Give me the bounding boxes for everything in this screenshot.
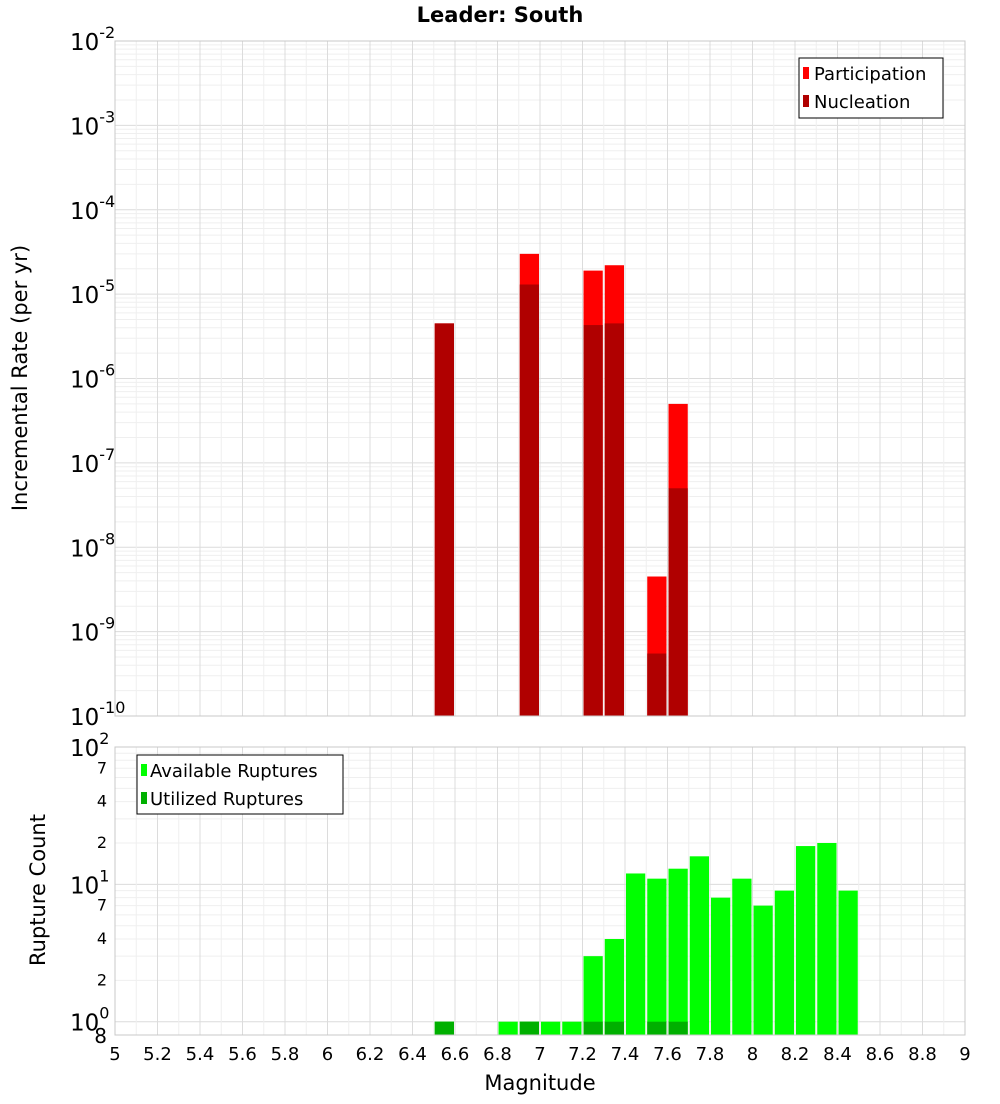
- x-tick-label: 5.8: [271, 1044, 300, 1065]
- bottom-y-tick-label-minor: 2: [97, 970, 107, 989]
- nucleation-bar: [604, 323, 624, 716]
- bottom-y-tick-label-minor: 7: [97, 896, 107, 915]
- bottom-series-utilized: [434, 1021, 688, 1035]
- top-y-tick-label: 10-5: [70, 276, 115, 309]
- x-tick-label: 6.6: [441, 1044, 470, 1065]
- available-bar: [562, 1021, 582, 1035]
- top-y-axis-label: Incremental Rate (per yr): [8, 245, 32, 511]
- x-tick-label: 8.4: [823, 1044, 852, 1065]
- legend-label-nucleation: Nucleation: [814, 92, 910, 113]
- top-y-tick-label: 10-2: [70, 23, 115, 56]
- x-axis-ticks: 5 5.2 5.4 5.6 5.8 6 6.2 6.4 6.6 6.8 7 7.2 7.4 7.6 7.8 8…: [109, 1044, 970, 1065]
- available-bar: [668, 868, 688, 1035]
- chart-title: Leader: South: [417, 3, 584, 27]
- available-bar: [604, 939, 624, 1035]
- x-tick-label: 5.4: [186, 1044, 215, 1065]
- available-bar: [498, 1021, 518, 1035]
- x-axis-label: Magnitude: [484, 1071, 595, 1095]
- bottom-y-tick-label-minor: 2: [97, 833, 107, 852]
- top-grid: [114, 41, 966, 717]
- utilized-bar: [434, 1021, 454, 1035]
- nucleation-bar: [647, 653, 667, 716]
- nucleation-bar: [668, 488, 688, 716]
- utilized-bar: [604, 1021, 624, 1035]
- legend-swatch-utilized: [141, 792, 147, 804]
- available-bar: [774, 890, 794, 1035]
- bottom-legend-box: [136, 754, 344, 815]
- x-tick-label: 8.6: [866, 1044, 895, 1065]
- bottom-y-tick-label-minor: 7: [97, 758, 107, 777]
- utilized-bar: [519, 1021, 539, 1035]
- top-y-tick-label: 10-4: [70, 192, 115, 225]
- available-bar: [689, 856, 709, 1035]
- top-y-tick-label: 10-6: [70, 361, 115, 394]
- bottom-y-tick-label-major: 102: [70, 729, 109, 762]
- top-y-tick-label: 10-3: [70, 107, 115, 140]
- bottom-y-axis-label: Rupture Count: [26, 814, 50, 966]
- available-bar: [817, 843, 837, 1035]
- x-tick-label: 8.2: [781, 1044, 810, 1065]
- legend-label-participation: Participation: [814, 64, 926, 85]
- legend-label-available: Available Ruptures: [150, 761, 318, 782]
- available-bar: [626, 873, 646, 1035]
- bottom-legend: Available Ruptures Utilized Ruptures: [136, 754, 344, 815]
- top-legend: Participation Nucleation: [798, 57, 944, 119]
- top-plot-border: [114, 40, 966, 717]
- top-y-tick-label: 10-8: [70, 529, 115, 562]
- top-y-tick-label: 10-9: [70, 614, 115, 647]
- legend-label-utilized: Utilized Ruptures: [150, 789, 303, 810]
- top-y-tick-label: 10-7: [70, 445, 115, 478]
- nucleation-bar: [583, 325, 603, 716]
- x-tick-label: 8.8: [908, 1044, 937, 1065]
- x-tick-label: 6.4: [398, 1044, 427, 1065]
- x-tick-label: 6.8: [483, 1044, 512, 1065]
- x-tick-label: 7.2: [568, 1044, 597, 1065]
- x-tick-label: 8: [747, 1044, 758, 1065]
- x-tick-label: 9: [959, 1044, 970, 1065]
- nucleation-bar: [519, 284, 539, 716]
- available-bar: [647, 878, 667, 1035]
- top-panel-rate-chart: 10-10 10-9 10-8 10-7 10-6 10-5 10-4 10-3 10-2 Par…: [70, 23, 966, 731]
- bottom-y-tick-label-minor: 4: [97, 929, 107, 948]
- available-bar: [753, 905, 773, 1035]
- utilized-bar: [668, 1021, 688, 1035]
- x-tick-label: 5: [109, 1044, 120, 1065]
- legend-swatch-participation: [803, 67, 809, 79]
- available-bar: [838, 890, 858, 1035]
- top-legend-box: [798, 57, 944, 119]
- x-tick-label: 7.4: [611, 1044, 640, 1065]
- available-bar: [796, 846, 816, 1035]
- x-tick-label: 5.6: [228, 1044, 257, 1065]
- bottom-plot-border: [114, 746, 966, 1036]
- top-y-tick-label: 10-10: [70, 698, 125, 731]
- nucleation-bar: [434, 323, 454, 716]
- x-tick-label: 6: [322, 1044, 333, 1065]
- x-tick-label: 6.2: [356, 1044, 385, 1065]
- bottom-y-tick-label-major: 101: [70, 866, 109, 899]
- legend-swatch-nucleation: [803, 95, 809, 107]
- legend-swatch-available: [141, 764, 147, 776]
- x-tick-label: 7.8: [696, 1044, 725, 1065]
- x-tick-label: 5.2: [143, 1044, 172, 1065]
- utilized-bar: [583, 1021, 603, 1035]
- available-bar: [583, 956, 603, 1035]
- bottom-y-tick-label-major: 100: [70, 1004, 109, 1037]
- bottom-series-available: [434, 843, 858, 1035]
- utilized-bar: [647, 1021, 667, 1035]
- x-tick-label: 7: [534, 1044, 545, 1065]
- available-bar: [711, 897, 731, 1035]
- x-tick-label: 7.6: [653, 1044, 682, 1065]
- available-bar: [732, 878, 752, 1035]
- top-series-nucleation: [434, 284, 688, 716]
- available-bar: [541, 1021, 561, 1035]
- bottom-y-tick-label-minor: 4: [97, 792, 107, 811]
- bottom-y-tick-label-minor: 8: [94, 1024, 107, 1048]
